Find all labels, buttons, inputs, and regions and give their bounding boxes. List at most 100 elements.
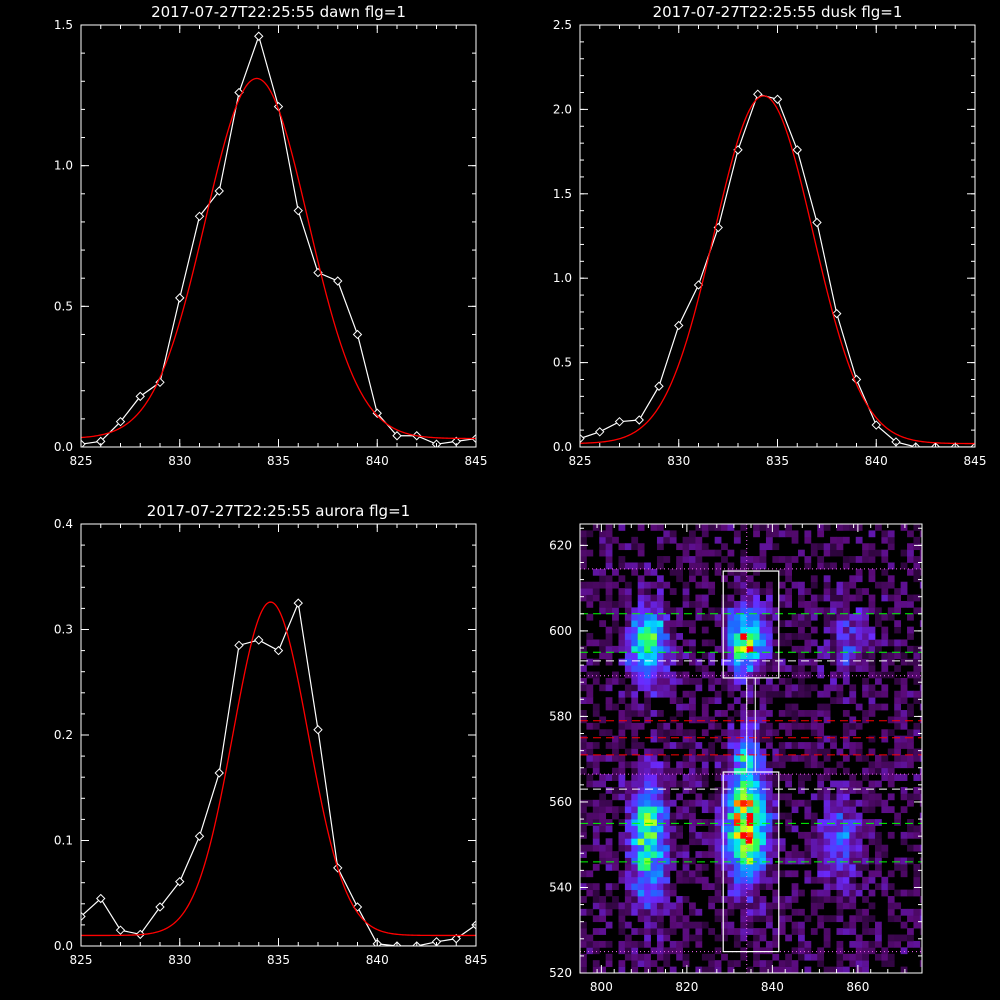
heatmap-cell: [836, 690, 844, 698]
heatmap-cell: [733, 896, 741, 903]
heatmap-cell: [842, 831, 850, 839]
heatmap-cell: [862, 851, 869, 858]
heatmap-cell: [842, 767, 850, 775]
heatmap-cell: [631, 953, 639, 961]
heatmap-cell: [919, 793, 922, 801]
heatmap-cell: [836, 863, 844, 871]
heatmap-cell: [836, 543, 844, 551]
heatmap-cell: [804, 876, 812, 884]
heatmap-cell: [631, 543, 639, 551]
heatmap-cell: [733, 844, 741, 852]
heatmap-cell: [682, 799, 690, 807]
heatmap-cell: [900, 581, 908, 589]
heatmap-cell: [618, 940, 626, 948]
heatmap-cell: [881, 665, 889, 672]
heatmap-cell: [631, 825, 639, 833]
heatmap-cell: [862, 716, 869, 724]
heatmap-cell: [637, 671, 645, 679]
heatmap-cell: [881, 626, 889, 634]
heatmap-cell: [791, 530, 799, 538]
heatmap-cell: [689, 562, 696, 570]
heatmap-cell: [849, 626, 857, 634]
heatmap-cell: [727, 838, 735, 846]
heatmap-cell: [714, 710, 722, 717]
heatmap-cell: [900, 690, 908, 698]
heatmap-cell: [637, 819, 645, 826]
heatmap-cell: [804, 761, 812, 769]
heatmap-cell: [746, 581, 754, 589]
heatmap-cell: [599, 581, 607, 589]
heatmap-cell: [772, 754, 780, 762]
heatmap-cell: [765, 530, 773, 538]
heatmap-cell: [689, 626, 696, 634]
heatmap-cell: [753, 953, 760, 961]
heatmap-cell: [740, 799, 748, 807]
heatmap-cell: [663, 953, 671, 961]
plot-area: [81, 31, 476, 447]
heatmap-cell: [823, 620, 831, 628]
heatmap-cell: [817, 857, 825, 865]
heatmap-cell: [804, 639, 812, 647]
heatmap-cell: [708, 722, 716, 730]
heatmap-cell: [580, 953, 587, 961]
heatmap-cell: [830, 863, 837, 871]
data-point-marker: [194, 211, 205, 222]
heatmap-cell: [592, 742, 600, 749]
heatmap-cell: [612, 896, 619, 903]
heatmap-cell: [817, 960, 825, 967]
heatmap-cell: [650, 684, 658, 692]
heatmap-cell: [637, 543, 645, 551]
heatmap-cell: [733, 786, 741, 794]
heatmap-cell: [785, 729, 793, 737]
heatmap-cell: [580, 594, 587, 602]
peak-pixel: [745, 837, 753, 844]
heatmap-cell: [753, 600, 760, 608]
heatmap-cell: [733, 710, 741, 717]
heatmap-cell: [798, 831, 805, 839]
heatmap-cell: [765, 645, 773, 653]
heatmap-cell: [900, 934, 908, 942]
heatmap-cell: [676, 633, 683, 640]
heatmap-cell: [592, 588, 600, 595]
heatmap-cell: [650, 960, 658, 967]
heatmap-cell: [919, 677, 922, 685]
heatmap-cell: [778, 844, 786, 852]
heatmap-cell: [689, 543, 696, 551]
heatmap-cell: [631, 729, 639, 737]
heatmap-cell: [913, 645, 921, 653]
heatmap-cell: [701, 594, 709, 602]
heatmap-cell: [772, 851, 780, 858]
heatmap-cell: [721, 953, 728, 961]
heatmap-cell: [817, 729, 825, 737]
heatmap-cell: [650, 767, 658, 775]
heatmap-cell: [631, 677, 639, 685]
heatmap-cell: [746, 870, 754, 878]
heatmap-cell: [746, 761, 754, 769]
heatmap-cell: [701, 819, 709, 826]
heatmap-cell: [817, 690, 825, 698]
heatmap-cell: [894, 665, 902, 672]
plot-frame: [80, 24, 477, 448]
heatmap-cell: [714, 767, 722, 775]
heatmap-cell: [855, 819, 863, 826]
heatmap-cell: [701, 716, 709, 724]
y-tick-label: 1.5: [553, 187, 572, 201]
heatmap-cell: [830, 562, 837, 570]
heatmap-cell: [612, 767, 619, 775]
heatmap-cell: [913, 889, 921, 897]
heatmap-cell: [676, 761, 683, 769]
heatmap-cell: [746, 857, 754, 865]
heatmap-cell: [599, 754, 607, 762]
heatmap-cell: [656, 633, 664, 640]
heatmap-cell: [894, 940, 902, 948]
heatmap-cell: [842, 902, 850, 910]
heatmap-cell: [894, 716, 902, 724]
heatmap-cell: [637, 780, 645, 788]
heatmap-cell: [913, 562, 921, 570]
heatmap-cell: [791, 851, 799, 858]
heatmap-cell: [772, 748, 780, 756]
heatmap-cell: [759, 716, 767, 724]
heatmap-cell: [599, 530, 607, 538]
y-tick-label: 0.0: [54, 440, 73, 454]
heatmap-cell: [907, 594, 914, 602]
